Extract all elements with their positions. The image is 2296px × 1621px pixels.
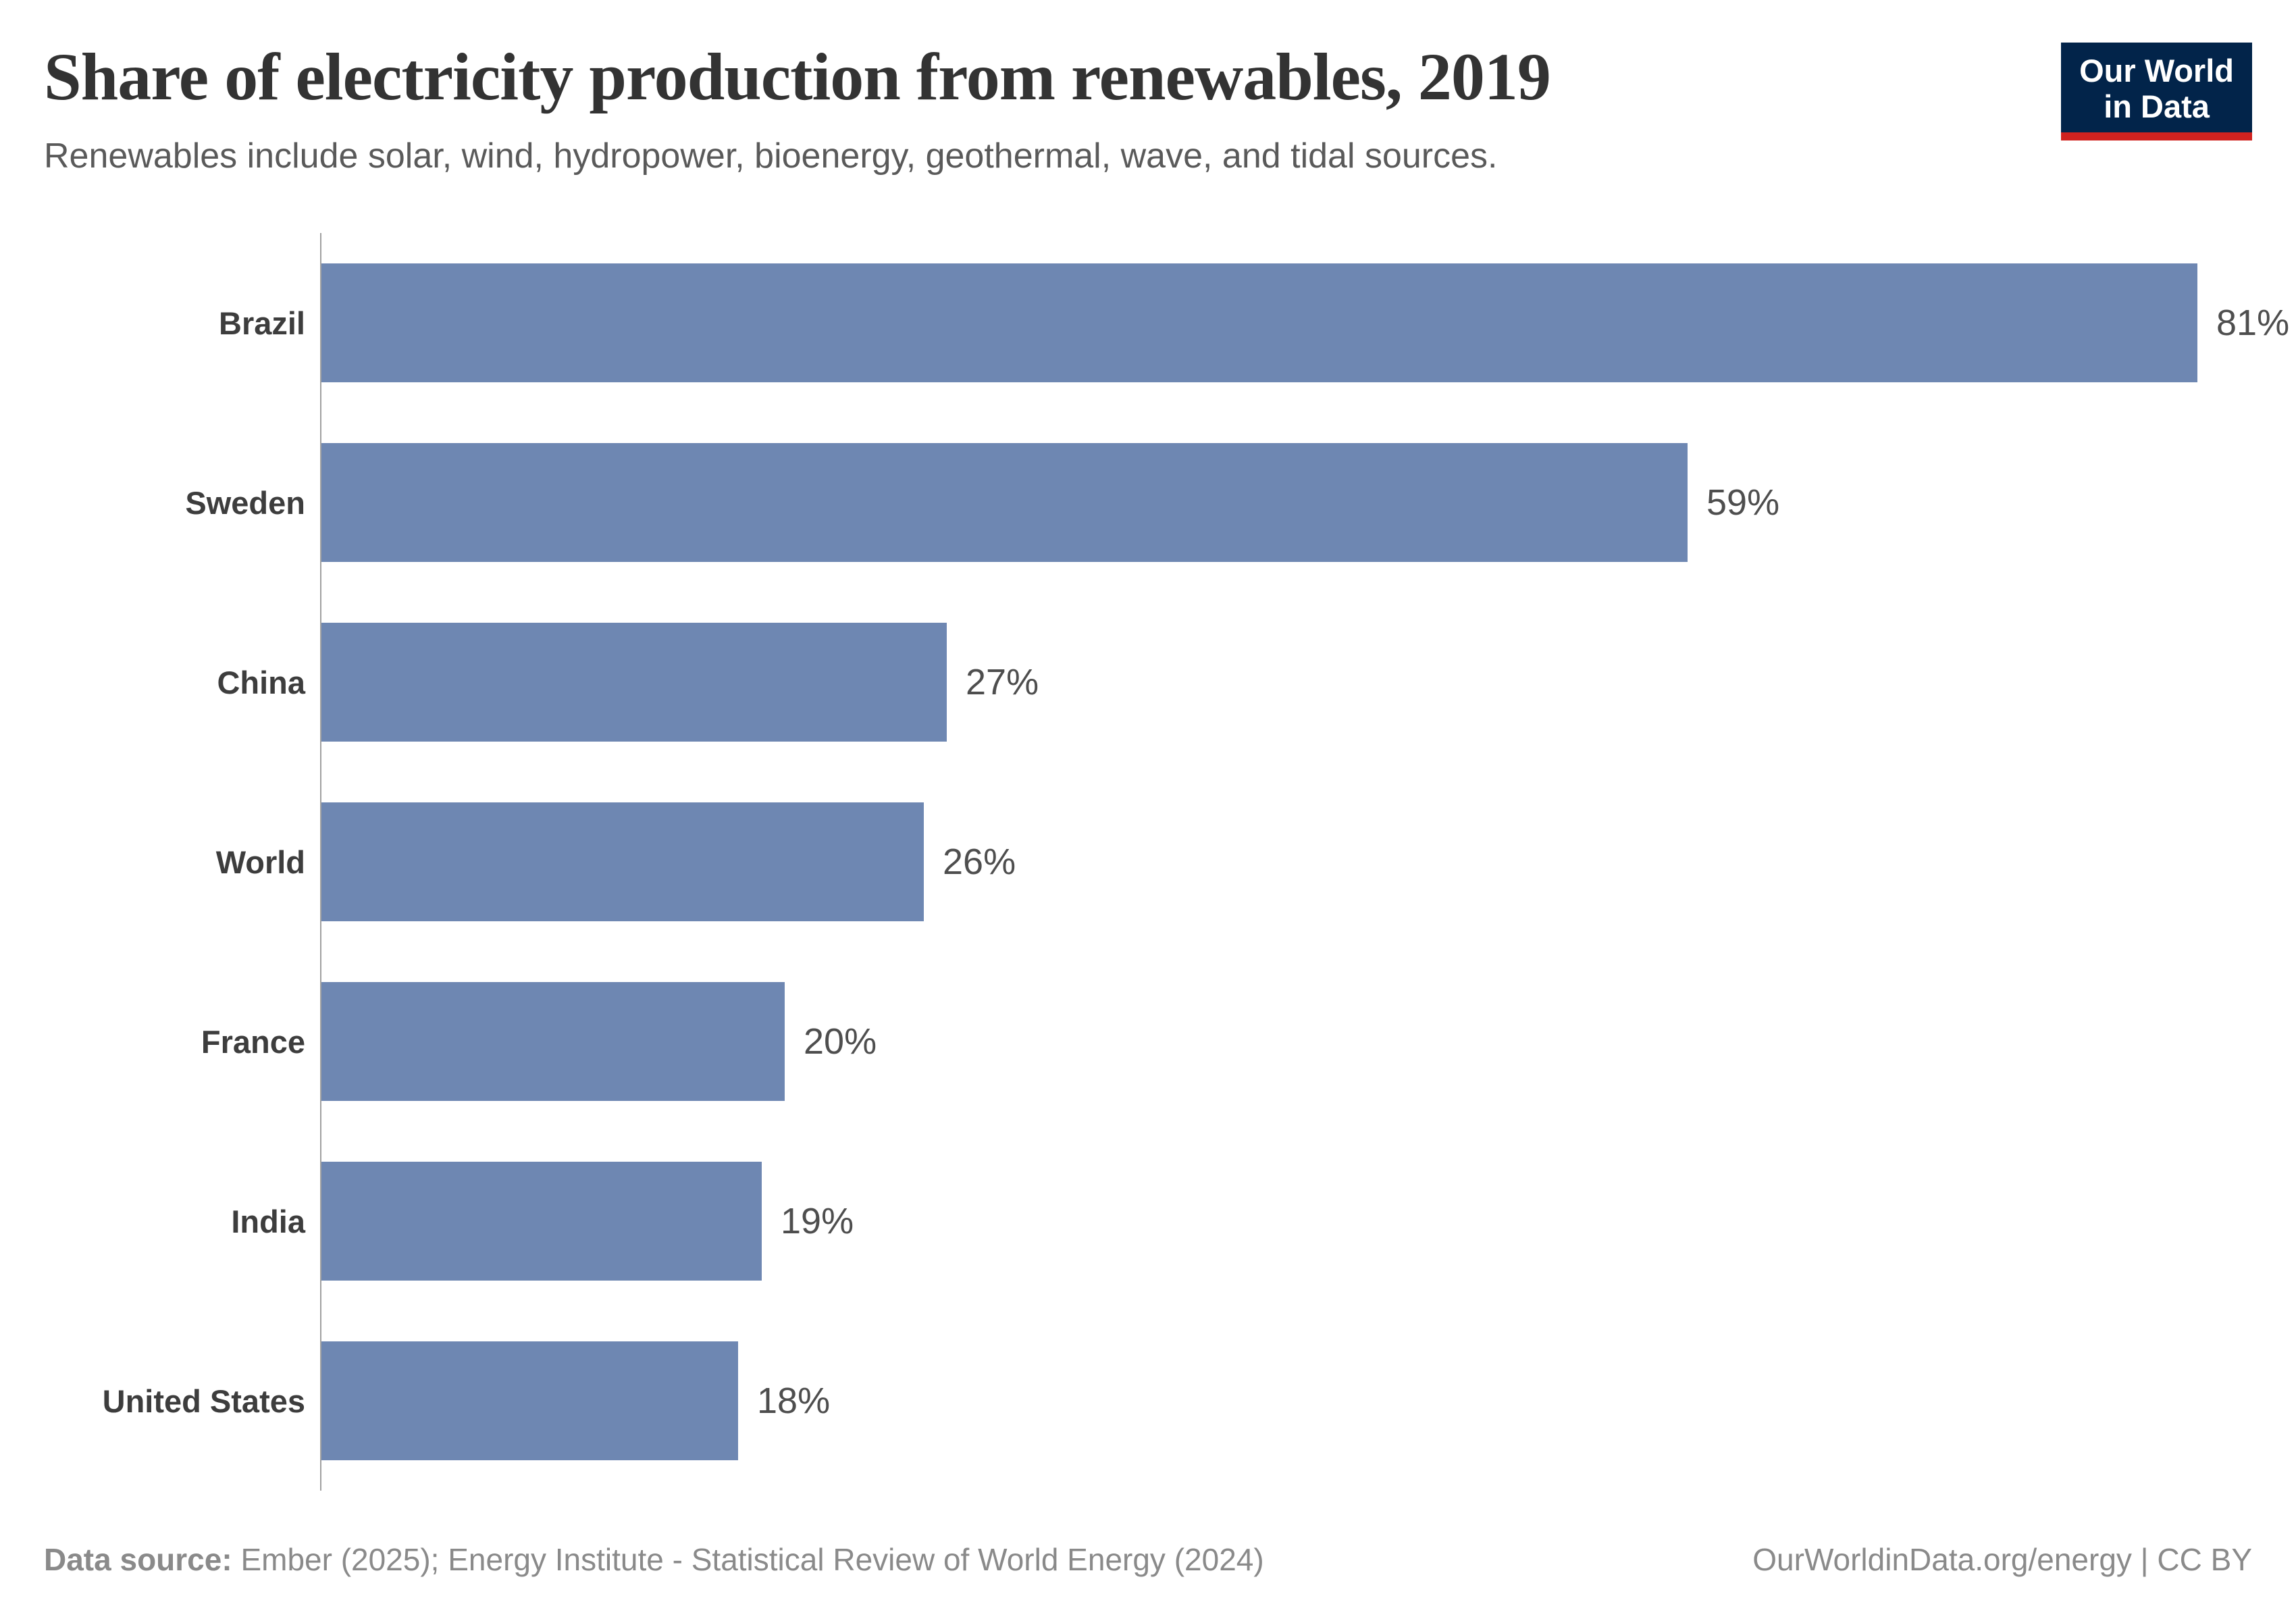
category-label: China — [217, 664, 305, 700]
bar-sweden[interactable] — [321, 443, 1688, 563]
chart-subtitle: Renewables include solar, wind, hydropow… — [44, 136, 1498, 176]
bar-chart: Brazil 81% Sweden 59% China 27% World 26… — [44, 233, 2289, 1491]
data-source-label: Data source: — [44, 1542, 232, 1577]
chart-title: Share of electricity production from ren… — [44, 39, 1551, 114]
value-label: 81% — [2216, 303, 2290, 344]
owid-logo-line1: Our World — [2079, 53, 2234, 88]
value-label: 19% — [781, 1201, 854, 1242]
bar-row-france: France 20% — [44, 952, 2252, 1131]
owid-logo-line2: in Data — [2104, 88, 2210, 125]
bar-united-states[interactable] — [321, 1341, 738, 1461]
chart-header: Share of electricity production from ren… — [44, 39, 2252, 177]
bar-france[interactable] — [321, 982, 785, 1102]
bar-rows: Brazil 81% Sweden 59% China 27% World 26… — [44, 233, 2289, 1491]
chart-footer: Data source: Ember (2025); Energy Instit… — [44, 1541, 2252, 1578]
value-label: 20% — [804, 1021, 877, 1062]
bar-china[interactable] — [321, 623, 947, 742]
value-label: 59% — [1706, 482, 1780, 523]
category-label: Sweden — [185, 484, 305, 521]
value-label: 26% — [943, 842, 1016, 883]
category-label: India — [231, 1203, 305, 1239]
category-label: France — [201, 1023, 305, 1060]
bar-row-china: China 27% — [44, 592, 2252, 772]
bar-world[interactable] — [321, 802, 924, 922]
bar-row-world: World 26% — [44, 772, 2252, 952]
bar-india[interactable] — [321, 1162, 762, 1281]
bar-row-sweden: Sweden 59% — [44, 413, 2252, 592]
category-label: World — [215, 844, 305, 880]
category-label: United States — [102, 1383, 305, 1419]
value-label: 27% — [966, 662, 1039, 703]
bar-brazil[interactable] — [321, 263, 2197, 383]
y-axis-line — [320, 233, 321, 1491]
bar-row-united-states: United States 18% — [44, 1311, 2252, 1491]
owid-logo[interactable]: Our World in Data — [2061, 43, 2252, 141]
data-source-text: Ember (2025); Energy Institute - Statist… — [240, 1542, 1264, 1577]
license-note[interactable]: OurWorldinData.org/energy | CC BY — [1752, 1542, 2252, 1577]
bar-row-india: India 19% — [44, 1131, 2252, 1311]
data-source-note: Data source: Ember (2025); Energy Instit… — [44, 1541, 1264, 1578]
category-label: Brazil — [219, 305, 305, 341]
bar-row-brazil: Brazil 81% — [44, 233, 2289, 413]
value-label: 18% — [757, 1381, 831, 1422]
